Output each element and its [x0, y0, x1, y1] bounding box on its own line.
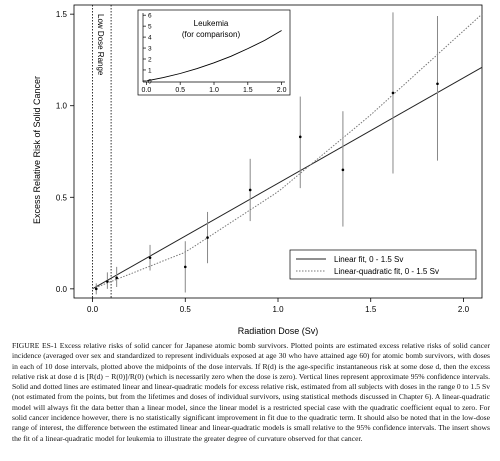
figure-caption: FIGURE ES-1 Excess relative risks of sol…: [12, 341, 490, 443]
inset-axes: 0.0 0.5 1.0 1.5 2.0 0 1 2 3 4 5 6: [142, 13, 287, 94]
data-point: [94, 287, 98, 291]
inset-y-tick-label: 1: [148, 67, 152, 74]
y-axis-label: Excess Relative Risk of Solid Cancer: [32, 76, 42, 224]
linear-quadratic-fit-line: [92, 13, 483, 290]
data-point: [341, 168, 345, 172]
inset-x-tick-label: 2.0: [277, 87, 287, 94]
y-axis: 0.0 0.5 1.0 1.5: [56, 10, 74, 294]
data-point: [248, 188, 252, 192]
leukemia-inset: Leukemia (for comparison) 0.0 0.5 1.0 1.5 2.…: [137, 9, 291, 96]
inset-y-tick-label: 3: [148, 46, 152, 53]
data-point: [206, 236, 209, 239]
inset-y-tick-label: 6: [148, 13, 152, 20]
data-point: [298, 135, 302, 139]
solid-cancer-risk-chart: Low Dose Range 0.0 0.5 1.0 1.5 2.0 0.0 0.5 1.0…: [32, 4, 483, 336]
x-tick-label: 2.0: [458, 305, 470, 314]
inset-title: Leukemia: [194, 19, 229, 28]
inset-x-tick-label: 1.0: [209, 87, 219, 94]
legend: Linear fit, 0 - 1.5 Sv Linear-quadratic …: [289, 249, 477, 280]
x-tick-label: 0.5: [180, 305, 192, 314]
fit-lines: [92, 13, 483, 290]
data-point: [183, 265, 187, 269]
inset-x-tick-label: 0.5: [175, 87, 185, 94]
inset-y-tick-label: 0: [148, 78, 152, 85]
legend-linear-label: Linear fit, 0 - 1.5 Sv: [334, 255, 403, 264]
inset-y-tick-label: 2: [148, 57, 152, 64]
x-tick-label: 1.0: [272, 305, 284, 314]
legend-box: [289, 249, 477, 280]
low-dose-range-lines: [92, 5, 112, 298]
y-tick-label: 0.0: [56, 285, 68, 294]
x-tick-label: 1.5: [365, 305, 377, 314]
data-point: [436, 82, 439, 86]
inset-y-tick-label: 4: [148, 35, 152, 42]
data-point: [115, 276, 118, 280]
inset-frame: [137, 9, 291, 96]
leukemia-curve: [146, 30, 282, 82]
data-point: [391, 91, 395, 95]
data-point: [106, 280, 109, 283]
inset-y-tick-label: 5: [148, 24, 152, 31]
y-tick-label: 0.5: [56, 193, 68, 202]
x-axis: 0.0 0.5 1.0 1.5 2.0: [87, 298, 470, 314]
low-dose-range-label: Low Dose Range: [96, 14, 105, 76]
inset-subtitle: (for comparison): [182, 30, 241, 39]
data-points: [94, 12, 439, 295]
inset-x-tick-label: 1.5: [243, 87, 253, 94]
data-point: [148, 256, 152, 260]
inset-x-tick-label: 0.0: [142, 87, 152, 94]
y-tick-label: 1.5: [56, 10, 68, 19]
x-axis-label: Radiation Dose (Sv): [238, 326, 319, 336]
x-tick-label: 0.0: [87, 305, 99, 314]
legend-lq-label: Linear-quadratic fit, 0 - 1.5 Sv: [334, 267, 439, 276]
linear-fit-line: [92, 66, 483, 290]
y-tick-label: 1.0: [56, 102, 68, 111]
